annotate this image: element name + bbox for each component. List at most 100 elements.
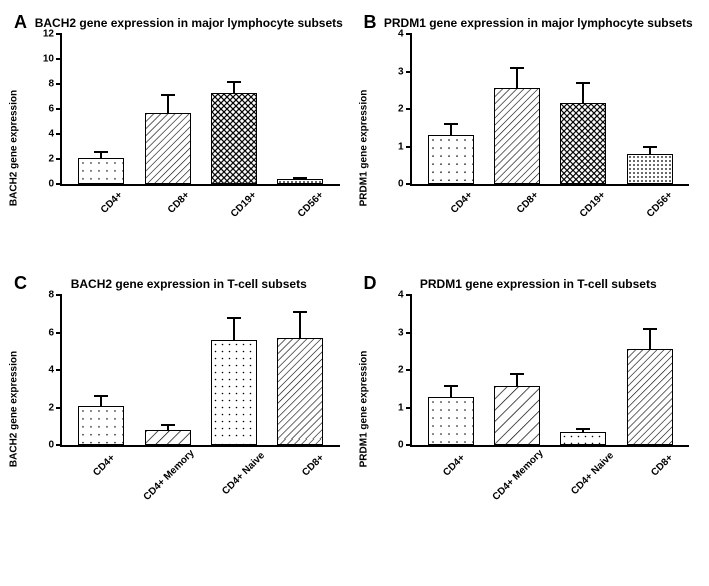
- panel-title: BACH2 gene expression in major lymphocyt…: [28, 16, 350, 30]
- bars-container: [412, 295, 690, 445]
- y-tick-label: 8: [48, 79, 54, 90]
- error-bar: [649, 147, 651, 154]
- y-tick-label: 0: [398, 440, 404, 451]
- x-labels: CD4+CD4+ MemoryCD4+ NaiveCD8+: [60, 447, 340, 466]
- error-cap: [94, 151, 108, 153]
- y-tick-label: 3: [398, 327, 404, 338]
- panel-letter: B: [364, 12, 377, 33]
- error-cap: [227, 81, 241, 83]
- y-axis-label: PRDM1 gene expression: [358, 89, 369, 206]
- bar-group: [267, 338, 333, 445]
- error-bar: [100, 396, 102, 405]
- bar-group: [617, 349, 683, 445]
- x-labels: CD4+CD4+ MemoryCD4+ NaiveCD8+: [410, 447, 690, 466]
- y-tick-label: 4: [48, 365, 54, 376]
- error-cap: [227, 317, 241, 319]
- error-cap: [444, 385, 458, 387]
- error-cap: [161, 424, 175, 426]
- x-labels: CD4+CD8+CD19+CD56+: [410, 186, 690, 205]
- bar-group: [134, 113, 200, 184]
- plot-box: 02468: [60, 295, 340, 447]
- y-tick-label: 0: [398, 179, 404, 190]
- x-labels: CD4+CD8+CD19+CD56+: [60, 186, 340, 205]
- error-cap: [576, 428, 590, 430]
- chart-area: PRDM1 gene expression01234CD4+CD8+CD19+C…: [382, 34, 700, 261]
- bars-container: [62, 295, 340, 445]
- figure-grid: ABACH2 gene expression in major lymphocy…: [10, 10, 699, 522]
- bar: [560, 432, 606, 445]
- bar: [78, 158, 124, 184]
- bar-group: [418, 135, 484, 184]
- y-tick-label: 2: [48, 154, 54, 165]
- panel-letter: D: [364, 273, 377, 294]
- error-bar: [167, 95, 169, 113]
- bar-group: [68, 406, 134, 445]
- panel-c: CBACH2 gene expression in T-cell subsets…: [10, 271, 350, 522]
- y-tick-label: 0: [48, 179, 54, 190]
- y-tick-label: 1: [398, 141, 404, 152]
- chart-area: BACH2 gene expression024681012CD4+CD8+CD…: [32, 34, 350, 261]
- bar: [277, 338, 323, 445]
- y-tick-label: 4: [398, 29, 404, 40]
- bar-group: [418, 397, 484, 445]
- y-tick-label: 2: [48, 402, 54, 413]
- bar-group: [550, 432, 616, 445]
- panel-letter: A: [14, 12, 27, 33]
- bar: [277, 179, 323, 184]
- bar: [494, 386, 540, 445]
- error-bar: [582, 83, 584, 104]
- y-tick-label: 4: [398, 290, 404, 301]
- error-bar: [299, 312, 301, 338]
- bar-group: [68, 158, 134, 184]
- bar: [627, 154, 673, 184]
- y-axis-label: BACH2 gene expression: [9, 350, 20, 466]
- error-cap: [643, 146, 657, 148]
- error-cap: [293, 311, 307, 313]
- error-cap: [576, 82, 590, 84]
- bar-group: [484, 386, 550, 445]
- panel-title: PRDM1 gene expression in major lymphocyt…: [378, 16, 700, 30]
- bar-group: [201, 93, 267, 184]
- panel-d: DPRDM1 gene expression in T-cell subsets…: [360, 271, 700, 522]
- y-tick-label: 1: [398, 402, 404, 413]
- error-cap: [643, 328, 657, 330]
- error-cap: [94, 395, 108, 397]
- bar: [211, 93, 257, 184]
- y-tick-label: 2: [398, 365, 404, 376]
- bar-group: [550, 103, 616, 184]
- y-tick-label: 3: [398, 66, 404, 77]
- y-tick-label: 12: [43, 29, 54, 40]
- bar: [428, 397, 474, 445]
- error-bar: [233, 82, 235, 93]
- error-cap: [161, 94, 175, 96]
- error-cap: [510, 67, 524, 69]
- y-axis-label: BACH2 gene expression: [9, 89, 20, 205]
- bar: [627, 349, 673, 445]
- plot-box: 01234: [410, 295, 690, 447]
- panel-a: ABACH2 gene expression in major lymphocy…: [10, 10, 350, 261]
- bar: [428, 135, 474, 184]
- bar-group: [484, 88, 550, 184]
- error-bar: [649, 329, 651, 350]
- bar: [211, 340, 257, 445]
- y-tick-label: 8: [48, 290, 54, 301]
- error-bar: [450, 386, 452, 397]
- y-tick-label: 10: [43, 54, 54, 65]
- bar: [560, 103, 606, 184]
- error-bar: [516, 374, 518, 386]
- bar-group: [134, 430, 200, 445]
- y-tick-label: 6: [48, 104, 54, 115]
- y-tick-label: 2: [398, 104, 404, 115]
- error-bar: [233, 318, 235, 340]
- error-bar: [516, 68, 518, 89]
- error-bar: [450, 124, 452, 135]
- plot-box: 024681012: [60, 34, 340, 186]
- bar-group: [617, 154, 683, 184]
- bar: [145, 113, 191, 184]
- chart-area: PRDM1 gene expression01234CD4+CD4+ Memor…: [382, 295, 700, 522]
- bar: [145, 430, 191, 445]
- bars-container: [412, 34, 690, 184]
- bars-container: [62, 34, 340, 184]
- error-cap: [510, 373, 524, 375]
- y-tick-label: 6: [48, 327, 54, 338]
